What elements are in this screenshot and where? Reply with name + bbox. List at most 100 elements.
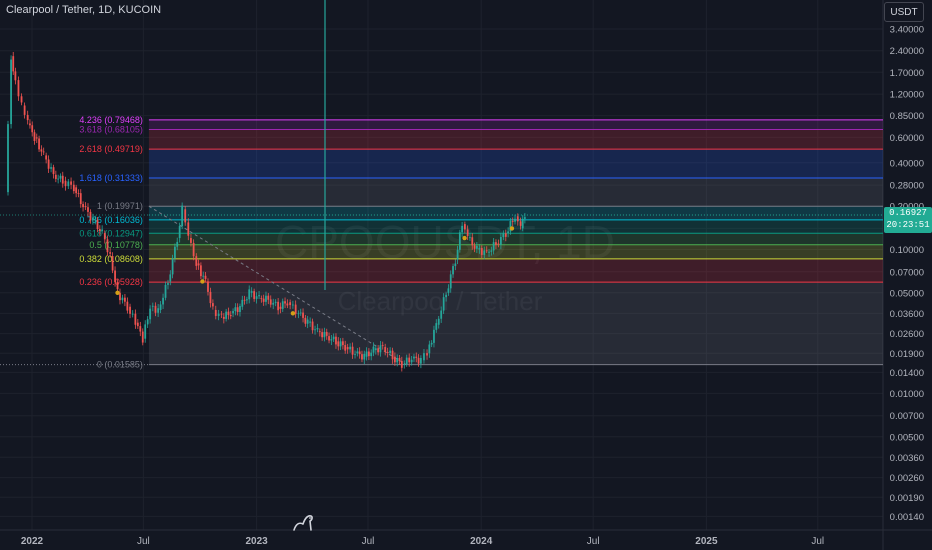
candle-body: [200, 265, 202, 277]
fib-zone: [148, 149, 884, 179]
candle-body: [174, 246, 176, 259]
candle-body: [504, 233, 507, 237]
candle-body: [279, 306, 282, 309]
candle-body: [232, 311, 234, 314]
candle-body: [328, 336, 330, 341]
candle-body: [408, 357, 411, 363]
candle-body: [499, 237, 502, 245]
candle-body: [106, 239, 109, 253]
candle-body: [384, 347, 387, 353]
candle-body: [220, 313, 223, 315]
signal-marker: [509, 226, 515, 231]
candle-body: [495, 242, 497, 245]
candle-body: [64, 180, 67, 187]
price-axis-label: 0.00140: [890, 512, 924, 523]
candle-body: [507, 231, 510, 234]
candle-body: [184, 209, 187, 223]
candle-body: [248, 289, 251, 300]
fib-level-label: 0.618 (0.12947): [79, 228, 143, 238]
candle-body: [299, 312, 302, 314]
fib-zone: [148, 129, 884, 150]
candle-body: [318, 331, 321, 333]
candle-body: [413, 356, 415, 359]
candle-body: [277, 301, 280, 311]
candle-body: [393, 356, 396, 363]
candle-body: [77, 193, 80, 194]
signal-marker: [115, 290, 120, 295]
candle-body: [400, 360, 403, 368]
signal-marker: [462, 235, 467, 241]
candle-body: [363, 353, 366, 360]
candle-body: [521, 218, 524, 229]
candle-body: [250, 291, 253, 293]
candle-body: [361, 354, 363, 360]
candle-body: [490, 250, 493, 252]
candle-body: [430, 342, 433, 345]
price-axis-label: 0.01900: [890, 349, 924, 360]
time-axis-label: 2024: [470, 536, 493, 547]
time-axis-label: Jul: [362, 536, 375, 547]
candle-body: [7, 124, 9, 193]
candle-body: [207, 281, 209, 292]
candle-body: [192, 242, 195, 257]
candle-body: [335, 336, 337, 345]
price-axis-label: 0.07000: [890, 267, 924, 278]
price-axis-label: 0.03600: [890, 309, 924, 320]
candle-body: [480, 248, 483, 255]
candle-body: [516, 216, 519, 222]
candle-body: [40, 149, 43, 152]
candle-body: [61, 175, 64, 184]
candle-body: [332, 336, 335, 340]
last-price-value: 0.16927: [889, 208, 927, 218]
fib-level-label: 2.618 (0.49719): [79, 144, 143, 154]
candle-body: [171, 258, 174, 275]
candle-body: [204, 275, 207, 279]
candle-body: [253, 291, 256, 299]
currency-button[interactable]: USDT: [884, 2, 924, 22]
candle-body: [297, 313, 300, 315]
time-axis-label: Jul: [811, 536, 824, 547]
candle-body: [151, 305, 154, 307]
candle-body: [45, 155, 48, 160]
candle-body: [461, 225, 464, 233]
candle-body: [255, 296, 258, 299]
candle-body: [72, 184, 75, 192]
candle-body: [309, 321, 312, 323]
candle-body: [241, 299, 244, 307]
candle-body: [225, 311, 228, 319]
candle-body: [291, 304, 294, 306]
candle-body: [471, 237, 474, 246]
candle-body: [469, 237, 471, 239]
candle-body: [321, 332, 324, 338]
fib-zone: [148, 119, 884, 130]
candle-body: [187, 222, 190, 236]
candle-body: [109, 252, 112, 254]
candle-body: [389, 350, 392, 354]
watermark-description: Clearpool / Tether: [338, 286, 543, 316]
candle-body: [372, 346, 375, 353]
candle-body: [70, 181, 72, 185]
candle-body: [103, 233, 106, 240]
fib-trend-line: [148, 205, 407, 366]
candle-body: [454, 263, 457, 267]
price-axis-label: 0.00260: [890, 473, 924, 484]
candle-body: [377, 348, 380, 353]
candle-body: [302, 312, 304, 318]
candle-body: [473, 245, 476, 249]
price-axis-label: 0.85000: [890, 111, 924, 122]
candle-body: [212, 303, 214, 307]
candle-body: [136, 322, 139, 327]
candle-body: [354, 353, 356, 355]
candle-body: [89, 211, 92, 221]
candle-body: [176, 241, 179, 247]
candle-body: [141, 331, 144, 343]
candle-body: [38, 138, 40, 150]
candle-body: [374, 348, 377, 351]
candle-body: [428, 344, 431, 354]
fib-zone: [148, 206, 884, 220]
time-axis-label: 2023: [245, 536, 268, 547]
candle-body: [463, 224, 466, 230]
candle-body: [17, 80, 20, 97]
price-axis-label: 0.01400: [890, 368, 924, 379]
